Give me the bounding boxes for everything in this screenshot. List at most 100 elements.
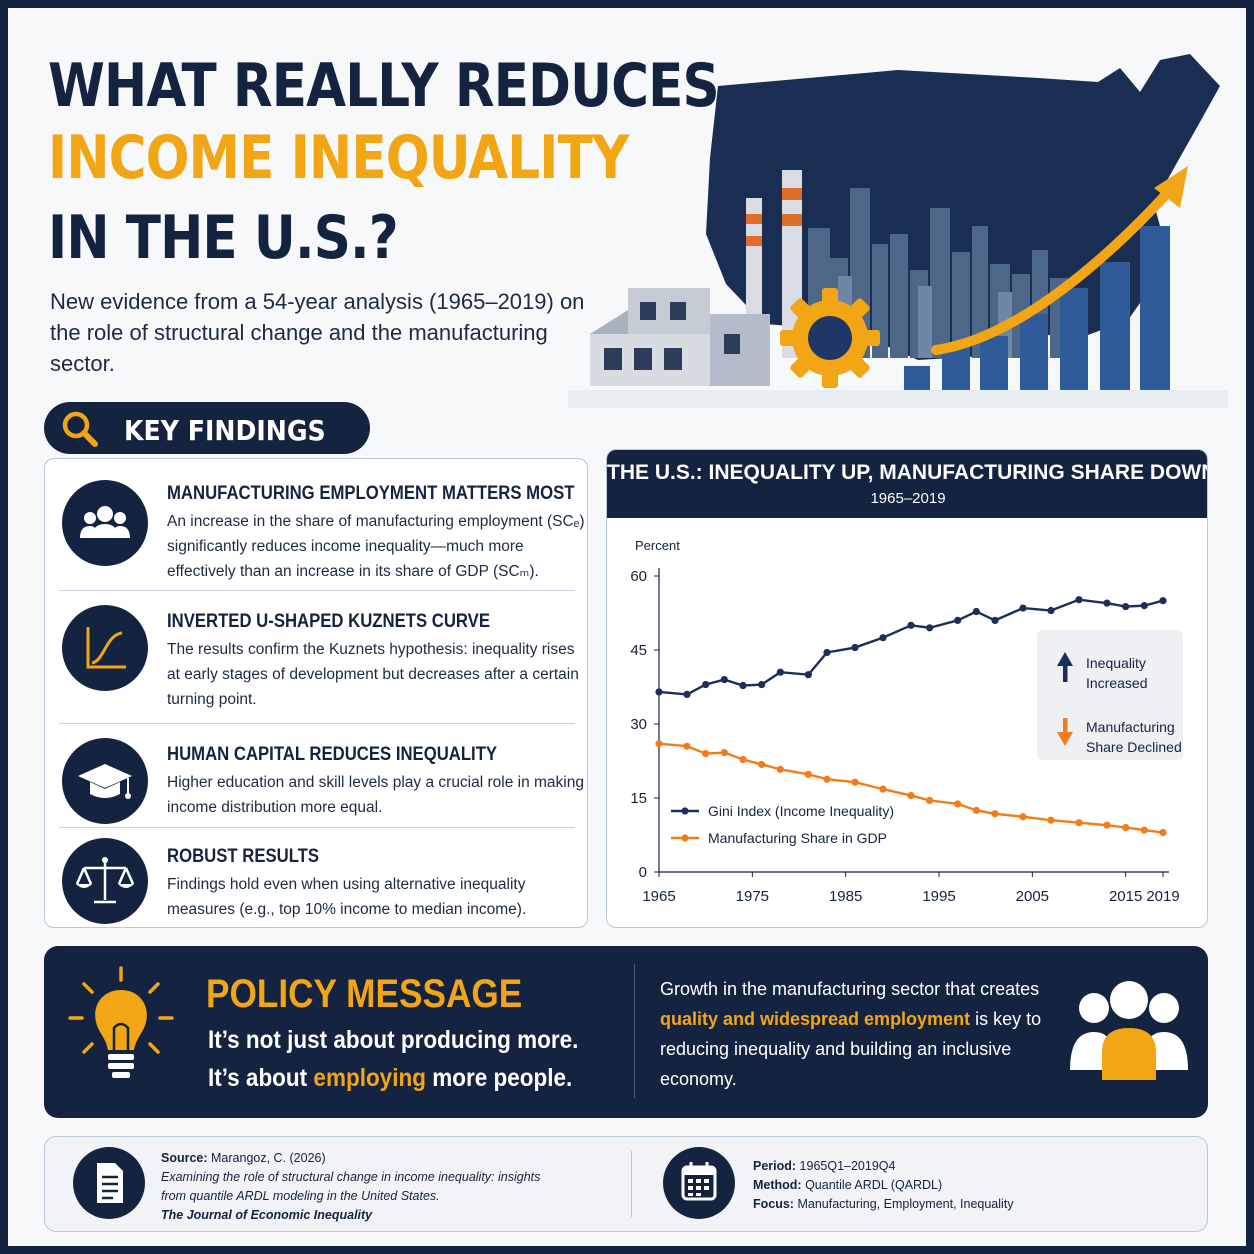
annotation-up-2: Increased [1086, 675, 1147, 691]
finding-title: HUMAN CAPITAL REDUCES INEQUALITY [167, 744, 498, 765]
data-point [954, 800, 962, 808]
x-tick-label: 1985 [829, 888, 862, 905]
finding-body: The results confirm the Kuznets hypothes… [167, 641, 579, 708]
y-tick-label: 0 [639, 864, 647, 881]
data-point [926, 624, 934, 632]
legend-label: Gini Index (Income Inequality) [708, 803, 894, 819]
infographic: WHAT REALLY REDUCES INCOME INEQUALITY IN… [8, 8, 1246, 1246]
finding-title: INVERTED U-SHAPED KUZNETS CURVE [167, 611, 490, 632]
arrow-up-icon [1057, 652, 1073, 682]
source-title: Examining the role of structural change … [161, 1170, 541, 1203]
data-point [1075, 819, 1083, 827]
data-point [758, 680, 766, 689]
finding-body: Higher education and skill levels play a… [167, 774, 584, 816]
x-tick-label: 1995 [922, 888, 955, 905]
lightbulb-icon [68, 966, 174, 1078]
data-point [1122, 602, 1130, 611]
divider [59, 723, 575, 724]
x-tick-label: 1965 [642, 888, 675, 905]
y-tick-label: 30 [630, 716, 647, 733]
policy-banner: POLICY MESSAGE It’s not just about produ… [44, 946, 1208, 1118]
data-point [758, 760, 766, 769]
curve-chart-icon [62, 605, 148, 691]
finding-body: An increase in the share of manufacturin… [167, 513, 585, 580]
key-findings-header: KEY FINDINGS [44, 402, 370, 454]
annotation-down-2: Share Declined [1086, 739, 1182, 755]
divider [59, 590, 575, 591]
data-point [702, 680, 710, 689]
data-point [991, 810, 999, 818]
data-point [1075, 596, 1083, 604]
data-point [851, 778, 859, 786]
footer: Source: Marangoz, C. (2026) Examining th… [44, 1136, 1208, 1232]
x-tick-label: 2005 [1016, 888, 1049, 905]
x-tick-label: 2019 [1146, 888, 1179, 905]
title-line-2: INCOME INEQUALITY [48, 123, 629, 193]
arrow-down-icon [1057, 718, 1073, 746]
policy-line-2-post: more people. [425, 1064, 573, 1092]
data-point [776, 668, 784, 676]
data-point [926, 796, 934, 805]
y-tick-label: 45 [630, 642, 647, 659]
period-label: Period: [753, 1159, 797, 1173]
data-point [739, 681, 747, 690]
document-icon [73, 1147, 145, 1219]
legend-marker [681, 807, 689, 815]
policy-message-post: is key to reducing inequality and buildi… [660, 1009, 1042, 1089]
data-point [1140, 602, 1148, 610]
annotation-up-1: Inequality [1086, 655, 1146, 671]
people-icon [62, 480, 148, 566]
finding-body: Findings hold even when using alternativ… [167, 876, 527, 918]
data-point [1122, 824, 1130, 832]
annotation-box [1037, 630, 1183, 760]
data-point [1140, 826, 1148, 834]
scales-icon [62, 838, 148, 924]
data-point [776, 765, 784, 773]
policy-line-2-highlight: employing [313, 1064, 426, 1092]
data-point [879, 785, 887, 793]
legend-marker [681, 834, 689, 842]
x-tick-label: 2015 [1109, 888, 1142, 905]
y-tick-label: 15 [630, 790, 647, 807]
subtitle: New evidence from a 54-year analysis (19… [50, 289, 585, 376]
source-journal: The Journal of Economic Inequality [161, 1208, 373, 1222]
data-point [1019, 813, 1027, 821]
data-point [879, 634, 887, 642]
data-point [804, 671, 812, 679]
method-value: Quantile ARDL (QARDL) [801, 1178, 943, 1192]
data-point [683, 742, 691, 750]
data-point [720, 749, 728, 757]
data-point [702, 750, 710, 758]
gear-icon [780, 288, 880, 388]
study-details: Period: 1965Q1–2019Q4 Method: Quantile A… [753, 1157, 1173, 1214]
factory-icon [590, 288, 770, 386]
hero-illustration [568, 54, 1228, 408]
data-point [1047, 816, 1055, 824]
policy-line-2: It’s about employing more people. [208, 1064, 572, 1093]
divider [634, 964, 635, 1098]
data-point [1103, 599, 1111, 607]
data-point [739, 755, 747, 764]
y-axis-label: Percent [635, 538, 680, 553]
title-line-1: WHAT REALLY REDUCES [48, 51, 720, 121]
policy-message-pre: Growth in the manufacturing sector that … [660, 979, 1040, 999]
data-point [991, 616, 999, 624]
data-point [954, 616, 962, 624]
data-point [823, 775, 831, 783]
data-point [851, 643, 859, 652]
finding-title: ROBUST RESULTS [167, 846, 320, 867]
policy-message-highlight: quality and widespread employment [660, 1009, 971, 1029]
arrow-head-icon [1154, 166, 1188, 208]
chart-title: THE U.S.: INEQUALITY UP, MANUFACTURING S… [607, 461, 1208, 484]
annotation-down-1: Manufacturing [1086, 719, 1175, 735]
source-author: Marangoz, C. (2026) [207, 1151, 326, 1165]
data-point [655, 740, 663, 748]
policy-line-2-pre: It’s about [208, 1064, 314, 1092]
findings-panel: MANUFACTURING EMPLOYMENT MATTERS MOST An… [44, 458, 588, 928]
x-tick-label: 1975 [736, 888, 769, 905]
data-point [823, 648, 831, 657]
data-point [655, 688, 663, 696]
focus-label: Focus: [753, 1197, 794, 1211]
data-point [1103, 821, 1111, 829]
data-point [683, 690, 691, 698]
